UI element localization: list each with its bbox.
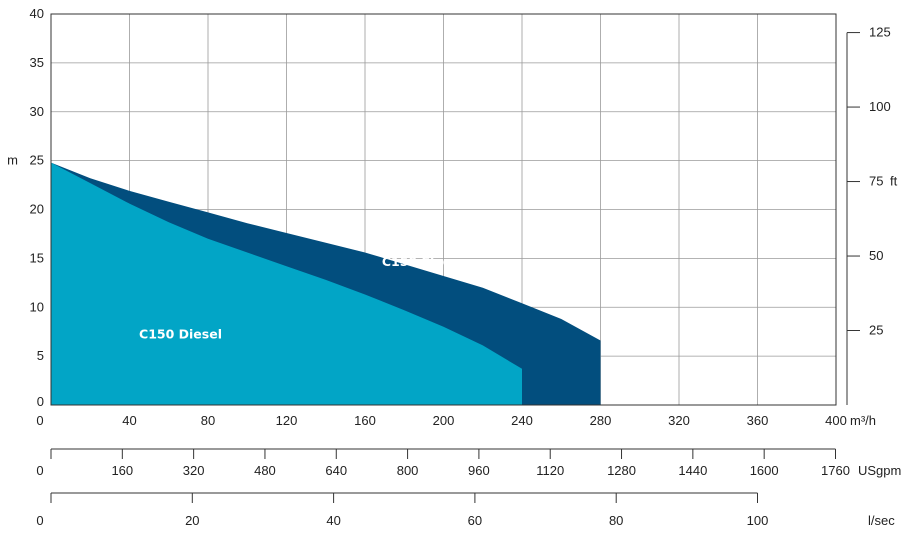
x-tick-label: 120 xyxy=(276,413,298,428)
y-tick-label: 20 xyxy=(30,202,44,217)
series-label: C150 Diesel xyxy=(139,327,222,342)
secondary-tick-label: 1440 xyxy=(678,463,707,478)
secondary-tick-label: 0 xyxy=(36,463,43,478)
secondary-tick-label: 1120 xyxy=(536,463,564,478)
secondary-tick-label: 0 xyxy=(36,513,43,528)
secondary-tick-label: 1280 xyxy=(607,463,636,478)
secondary-tick-label: 1760 xyxy=(821,463,850,478)
ft-tick-label: 125 xyxy=(869,25,891,40)
ft-tick-label: 50 xyxy=(869,248,883,263)
x-tick-label: 240 xyxy=(511,413,533,428)
secondary-axis-unit: l/sec xyxy=(868,513,895,528)
secondary-tick-label: 1600 xyxy=(750,463,779,478)
bottom-axis-m3h: 0 40 80 120 160 200 240 280 320 360 400 m³/h xyxy=(36,413,876,428)
series-areas xyxy=(51,162,601,405)
secondary-tick-label: 80 xyxy=(609,513,623,528)
secondary-axis-unit: USgpm xyxy=(858,463,901,478)
y-tick-label: 10 xyxy=(30,299,44,314)
plot-frame xyxy=(50,13,837,406)
right-axis: 25 50 75 100 125 ft xyxy=(846,25,898,405)
y-tick-label: 0 xyxy=(37,394,44,409)
secondary-tick-label: 960 xyxy=(468,463,490,478)
secondary-tick-label: 640 xyxy=(325,463,347,478)
series-labels: C150 Elec C150 Diesel xyxy=(139,254,450,341)
y-tick-label: 5 xyxy=(37,348,44,363)
secondary-tick-label: 320 xyxy=(183,463,205,478)
secondary-tick-label: 480 xyxy=(254,463,276,478)
secondary-tick-label: 40 xyxy=(326,513,340,528)
ft-tick-label: 75 xyxy=(869,174,883,189)
secondary-x-axes: 0 160 320 480 640 800 960 1120 1280 1440 1600 1760 U… xyxy=(36,448,901,528)
y-tick-label: 30 xyxy=(30,104,44,119)
x-tick-label: 80 xyxy=(201,413,215,428)
x-tick-label: 0 xyxy=(36,413,43,428)
x-tick-label: 360 xyxy=(747,413,769,428)
y-tick-label: 15 xyxy=(30,250,44,265)
y-axis-label: m xyxy=(7,153,18,168)
x-tick-label: 40 xyxy=(122,413,136,428)
series-label: C150 Elec xyxy=(382,254,450,269)
ft-tick-label: 100 xyxy=(869,99,891,114)
x-tick-label: 400 xyxy=(825,413,847,428)
x-tick-label: 320 xyxy=(668,413,690,428)
secondary-tick-label: 20 xyxy=(185,513,199,528)
secondary-tick-label: 800 xyxy=(397,463,419,478)
secondary-tick-label: 60 xyxy=(468,513,482,528)
y-tick-label: 35 xyxy=(30,55,44,70)
y-tick-label: 25 xyxy=(30,153,44,168)
ft-tick-label: 25 xyxy=(869,323,883,338)
secondary-tick-label: 160 xyxy=(111,463,133,478)
x-axis-unit: m³/h xyxy=(850,413,876,428)
x-tick-label: 160 xyxy=(354,413,376,428)
left-axis: 0 5 10 15 20 25 30 35 40 m xyxy=(7,6,44,409)
ft-axis-label: ft xyxy=(890,174,898,189)
x-tick-label: 200 xyxy=(433,413,455,428)
y-tick-label: 40 xyxy=(30,6,44,21)
series-area-c150-diesel xyxy=(51,162,522,405)
x-tick-label: 280 xyxy=(590,413,612,428)
secondary-tick-label: 100 xyxy=(747,513,769,528)
